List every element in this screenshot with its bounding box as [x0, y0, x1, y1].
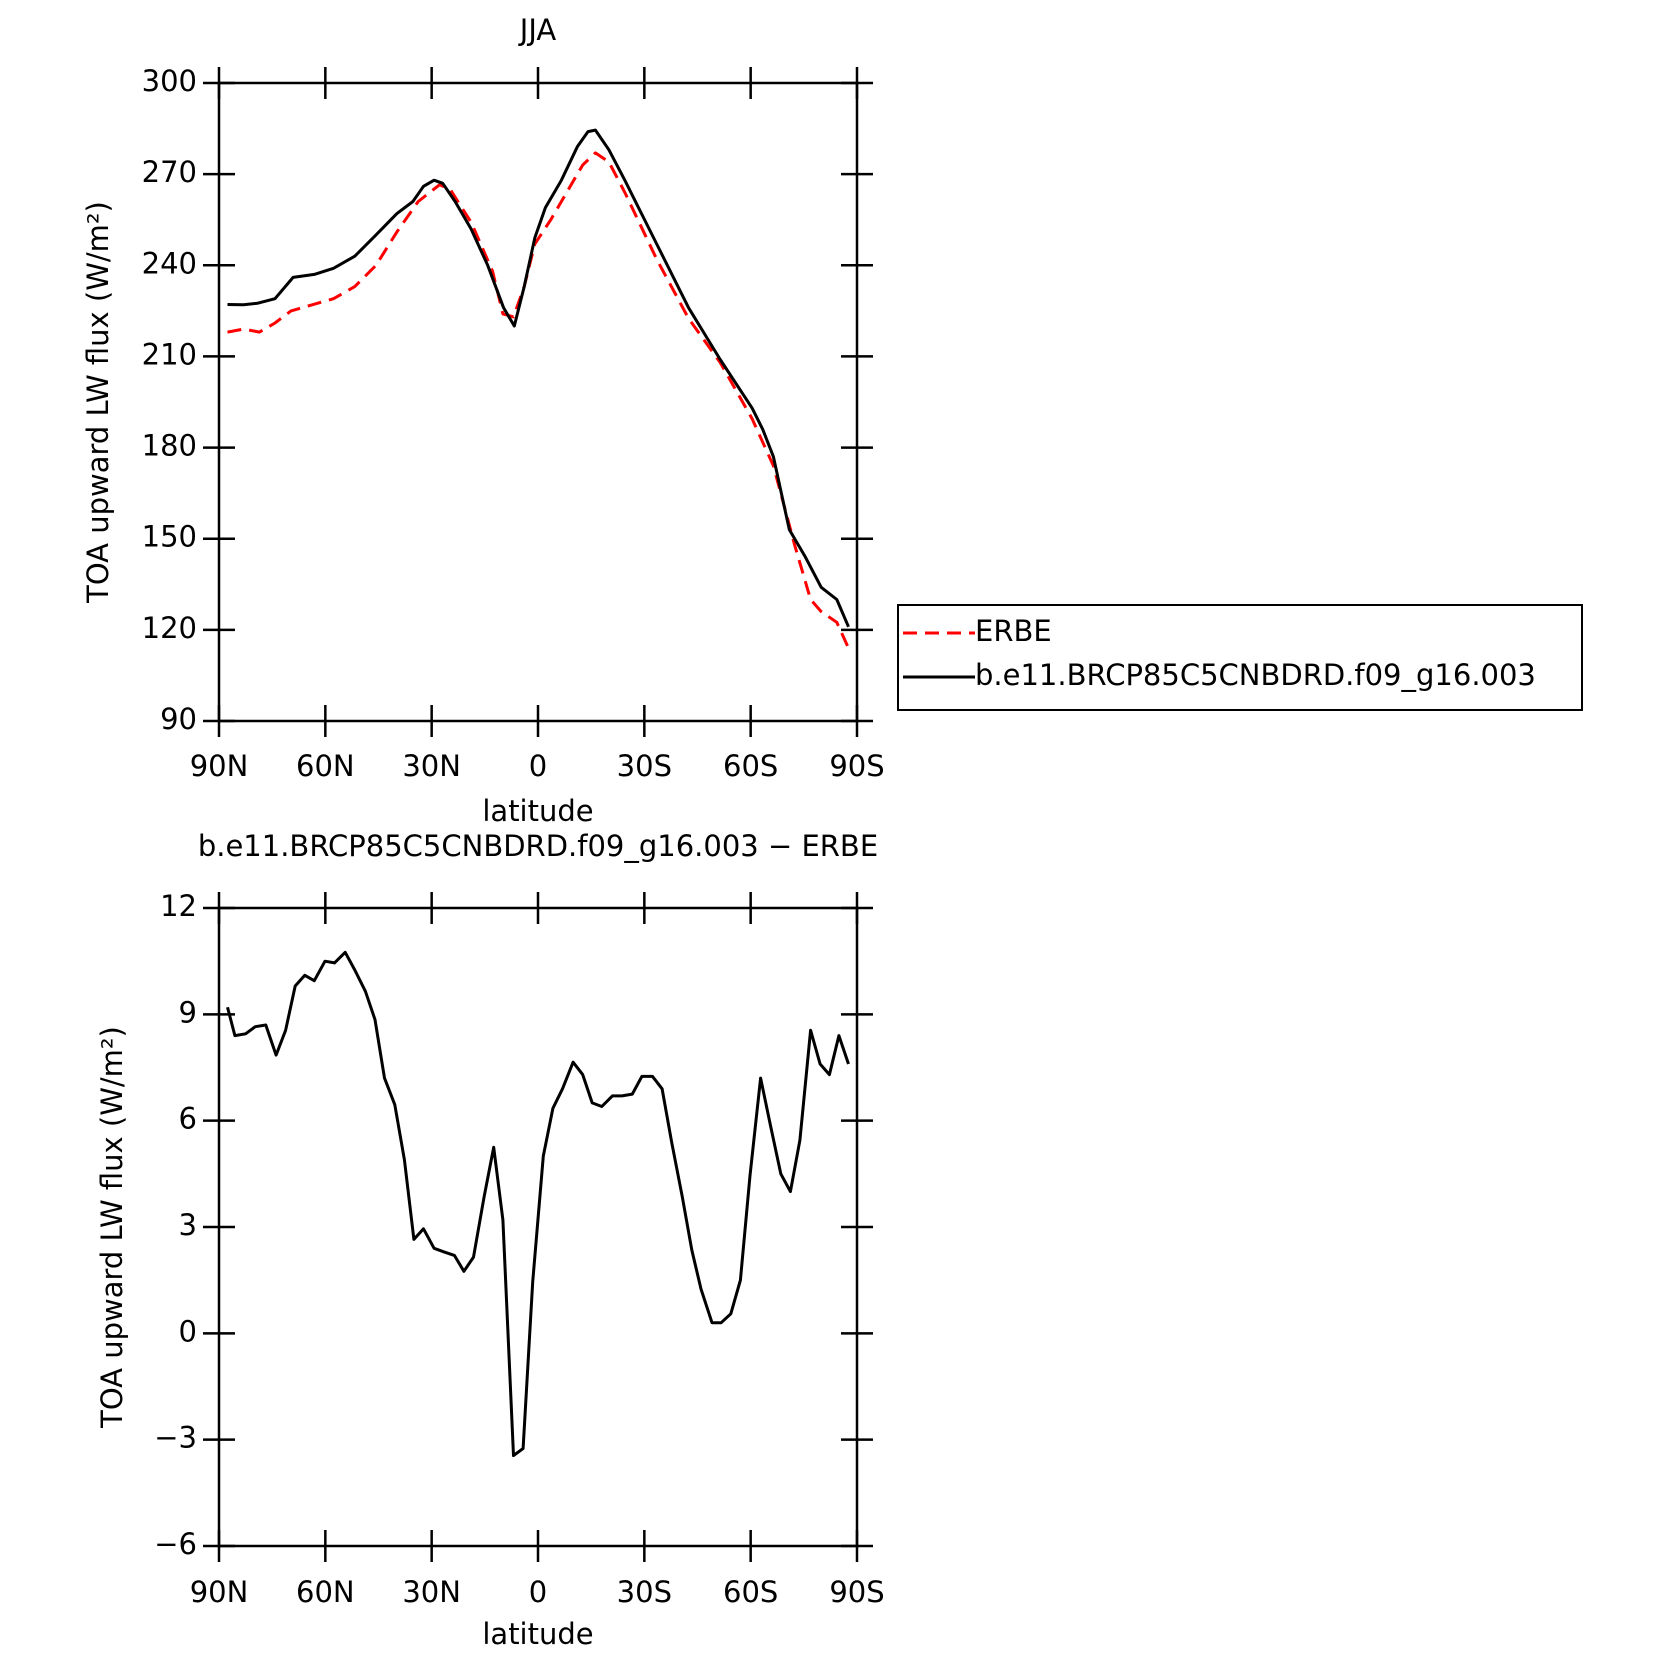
x-tick-label: 60S: [723, 749, 778, 783]
data-line: [226, 950, 850, 1458]
y-tick-label: 210: [142, 337, 197, 371]
x-tick-label: 30S: [617, 749, 672, 783]
y-tick-label: 180: [142, 429, 197, 463]
x-axis-label: latitude: [482, 794, 593, 828]
chart-title: JJA: [518, 13, 557, 47]
y-tick-label: −6: [154, 1527, 197, 1561]
x-tick-label: 0: [529, 1575, 547, 1609]
x-tick-label: 90S: [829, 1575, 884, 1609]
x-tick-label: 30S: [617, 1575, 672, 1609]
x-tick-label: 30N: [402, 749, 461, 783]
x-tick-label: 60N: [296, 1575, 355, 1609]
chart-title: b.e11.BRCP85C5CNBDRD.f09_g16.003 − ERBE: [198, 829, 878, 863]
x-axis-label: latitude: [482, 1617, 593, 1651]
plot-frame: [217, 81, 859, 723]
x-tick-label: 60N: [296, 749, 355, 783]
data-line: [227, 128, 850, 628]
x-tick-label: 60S: [723, 1575, 778, 1609]
legend-label: ERBE: [975, 614, 1052, 648]
x-tick-label: 0: [529, 749, 547, 783]
y-axis-label: TOA upward LW flux (W/m²): [95, 1026, 129, 1429]
x-tick-label: 90N: [190, 749, 249, 783]
plot-frame: [217, 906, 859, 1548]
y-tick-label: 270: [142, 155, 197, 189]
y-tick-label: 300: [142, 64, 197, 98]
y-tick-label: 9: [179, 995, 197, 1029]
legend-box: [897, 604, 1583, 711]
x-tick-label: 90N: [190, 1575, 249, 1609]
y-tick-label: 150: [142, 520, 197, 554]
y-tick-label: 0: [179, 1314, 197, 1348]
y-tick-label: 120: [142, 611, 197, 645]
y-tick-label: −3: [154, 1421, 197, 1455]
y-tick-label: 6: [179, 1102, 197, 1136]
y-tick-label: 12: [160, 889, 197, 923]
x-tick-label: 90S: [829, 749, 884, 783]
y-tick-label: 90: [160, 702, 197, 736]
y-tick-label: 240: [142, 246, 197, 280]
legend-label: b.e11.BRCP85C5CNBDRD.f09_g16.003: [975, 658, 1536, 692]
y-axis-label: TOA upward LW flux (W/m²): [81, 201, 115, 604]
x-tick-label: 30N: [402, 1575, 461, 1609]
y-tick-label: 3: [179, 1208, 197, 1242]
